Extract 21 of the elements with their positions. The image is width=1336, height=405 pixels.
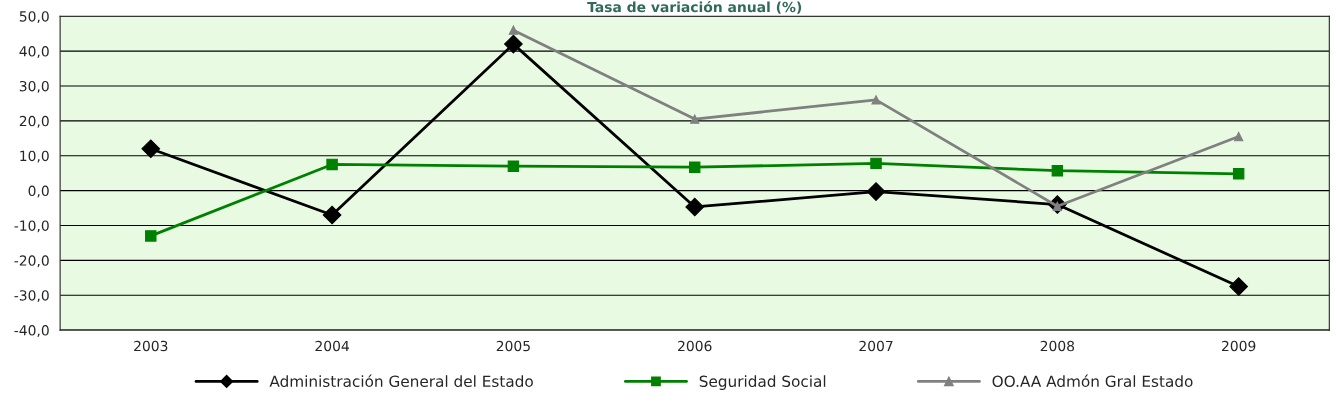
y-tick-label: -20,0: [14, 255, 49, 268]
x-tick-label: 2003: [134, 340, 168, 352]
legend-label: OO.AA Admón Gral Estado: [992, 374, 1193, 388]
y-tick-label: 0,0: [28, 185, 49, 198]
y-tick-label: -10,0: [14, 220, 49, 233]
y-tick-label: 30,0: [19, 80, 49, 93]
x-tick-label: 2005: [496, 340, 530, 352]
y-tick-label: 40,0: [19, 46, 49, 58]
chart-title: Tasa de variación anual (%): [587, 0, 802, 14]
x-tick-label: 2007: [859, 340, 893, 352]
x-tick-label: 2009: [1222, 340, 1256, 352]
y-tick-label: 50,0: [19, 11, 49, 24]
x-tick-label: 2008: [1040, 340, 1075, 352]
x-tick-label: 2004: [315, 340, 349, 352]
legend-label: Administración General del Estado: [269, 374, 533, 388]
x-tick-label: 2006: [678, 340, 712, 352]
y-tick-label: -30,0: [14, 290, 49, 303]
y-tick-label: -40,0: [14, 325, 49, 337]
legend-label: Seguridad Social: [699, 375, 826, 390]
y-tick-label: 10,0: [20, 150, 49, 163]
y-tick-label: 20,0: [19, 115, 49, 128]
